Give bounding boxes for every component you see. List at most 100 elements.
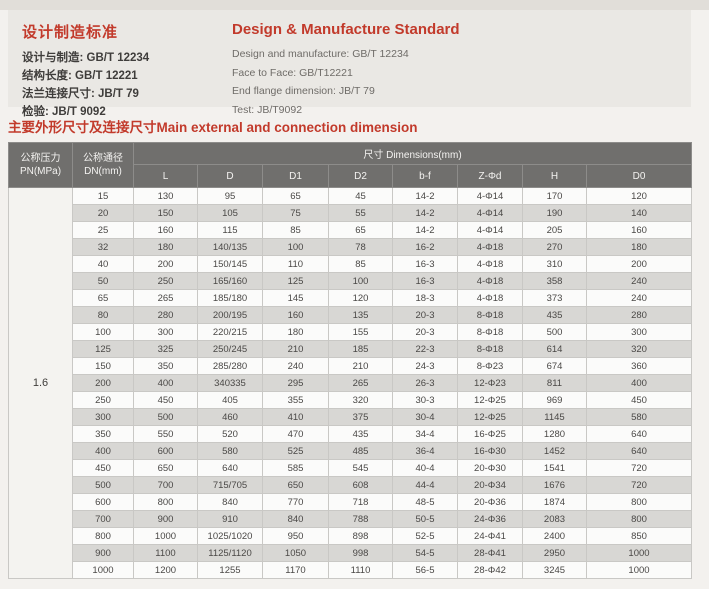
dim-cell: 78 [328, 238, 393, 256]
dn-cell: 200 [72, 374, 134, 392]
dim-cell: 30-3 [392, 391, 458, 409]
dim-cell: 470 [262, 425, 329, 443]
dim-cell: 45 [328, 187, 393, 205]
dim-cell: 170 [522, 187, 587, 205]
dim-cell: 770 [262, 493, 329, 511]
dim-cell: 14-2 [392, 221, 458, 239]
dim-cell: 4-Φ18 [457, 255, 523, 273]
dim-cell: 608 [328, 476, 393, 494]
dim-cell: 24-Φ36 [457, 510, 523, 528]
dim-cell: 355 [262, 391, 329, 409]
dim-cell: 14-2 [392, 187, 458, 205]
table-row: 800 1000 1025/1020 950 898 52-5 24-Φ41 2400 850 [9, 527, 692, 545]
dim-cell: 140/135 [197, 238, 263, 256]
dim-cell: 410 [262, 408, 329, 426]
dim-cell: 12-Φ25 [457, 408, 523, 426]
dim-cell: 20-Φ36 [457, 493, 523, 511]
dim-cell: 400 [586, 374, 692, 392]
dn-cell: 1000 [72, 561, 134, 579]
col-header-D1: D1 [262, 164, 329, 188]
dim-cell: 485 [328, 442, 393, 460]
dn-cell: 20 [72, 204, 134, 222]
col-header-D0: D0 [586, 164, 692, 188]
standards-block-zh: 设计制造标准 设计与制造: GB/T 12234 结构长度: GB/T 1222… [22, 21, 228, 118]
dn-cell: 450 [72, 459, 134, 477]
dim-cell: 85 [328, 255, 393, 273]
dim-cell: 280 [586, 306, 692, 324]
dim-cell: 340335 [197, 374, 263, 392]
dim-cell: 8-Φ23 [457, 357, 523, 375]
dim-cell: 8-Φ18 [457, 323, 523, 341]
dim-cell: 325 [133, 340, 198, 358]
dn-cell: 700 [72, 510, 134, 528]
dim-cell: 120 [328, 289, 393, 307]
dim-cell: 16-3 [392, 272, 458, 290]
pn-header-line2: PN(MPa) [19, 166, 62, 177]
col-header-L: L [133, 164, 198, 188]
dim-cell: 1280 [522, 425, 587, 443]
dim-cell: 1874 [522, 493, 587, 511]
dn-header-line1: 公称通径 [83, 153, 123, 164]
dim-cell: 160 [262, 306, 329, 324]
pn-column-header: 公称压力 PN(MPa) [8, 142, 73, 188]
dim-cell: 2083 [522, 510, 587, 528]
dim-cell: 18-3 [392, 289, 458, 307]
dim-cell: 205 [522, 221, 587, 239]
table-row: 125 325 250/245 210 185 22-3 8-Φ18 614 320 [9, 340, 692, 358]
table-header: 公称压力 PN(MPa) 公称通径 DN(mm) 尺寸 Dimensions(m… [8, 142, 692, 188]
dim-cell: 56-5 [392, 561, 458, 579]
table-row: 200 400 340335 295 265 26-3 12-Φ23 811 400 [9, 374, 692, 392]
table-row: 600 800 840 770 718 48-5 20-Φ36 1874 800 [9, 493, 692, 511]
dim-cell: 85 [262, 221, 329, 239]
standards-block-en: Design & Manufacture Standard Design and… [228, 21, 691, 116]
dim-cell: 1200 [133, 561, 198, 579]
table-row: 100 300 220/215 180 155 20-3 8-Φ18 500 300 [9, 323, 692, 341]
dim-cell: 4-Φ14 [457, 221, 523, 239]
dim-cell: 1145 [522, 408, 587, 426]
dim-cell: 4-Φ18 [457, 289, 523, 307]
table-row: 150 350 285/280 240 210 24-3 8-Φ23 674 360 [9, 357, 692, 375]
dim-cell: 840 [197, 493, 263, 511]
dim-cell: 4-Φ18 [457, 272, 523, 290]
dim-cell: 180 [262, 323, 329, 341]
dim-cell: 358 [522, 272, 587, 290]
dn-cell: 400 [72, 442, 134, 460]
dim-cell: 450 [133, 391, 198, 409]
dim-cell: 16-Φ25 [457, 425, 523, 443]
table-row: 450 650 640 585 545 40-4 20-Φ30 1541 720 [9, 459, 692, 477]
dn-cell: 150 [72, 357, 134, 375]
dim-cell: 500 [522, 323, 587, 341]
table-row: 80 280 200/195 160 135 20-3 8-Φ18 435 280 [9, 306, 692, 324]
dim-cell: 65 [328, 221, 393, 239]
dim-cell: 65 [262, 187, 329, 205]
dim-cell: 840 [262, 510, 329, 528]
dim-cell: 310 [522, 255, 587, 273]
dim-cell: 115 [197, 221, 263, 239]
dim-cell: 95 [197, 187, 263, 205]
dim-cell: 788 [328, 510, 393, 528]
dim-cell: 435 [522, 306, 587, 324]
dimensions-span-header: 尺寸 Dimensions(mm) [133, 142, 692, 165]
standard-line-test-zh: 检验: JB/T 9092 [22, 106, 106, 118]
dn-cell: 25 [72, 221, 134, 239]
dim-cell: 700 [133, 476, 198, 494]
dim-cell: 75 [262, 204, 329, 222]
dim-cell: 580 [586, 408, 692, 426]
dim-cell: 969 [522, 391, 587, 409]
dim-cell: 300 [586, 323, 692, 341]
dim-cell: 20-Φ34 [457, 476, 523, 494]
dim-cell: 210 [328, 357, 393, 375]
dim-cell: 52-5 [392, 527, 458, 545]
pn-value-cell: 1.6 [8, 187, 73, 579]
dim-cell: 185 [328, 340, 393, 358]
table-row: 500 700 715/705 650 608 44-4 20-Φ34 1676 720 [9, 476, 692, 494]
dim-cell: 110 [262, 255, 329, 273]
table-row: 700 900 910 840 788 50-5 24-Φ36 2083 800 [9, 510, 692, 528]
dim-cell: 1000 [586, 561, 692, 579]
dim-cell: 145 [262, 289, 329, 307]
dn-column-header: 公称通径 DN(mm) [72, 142, 134, 188]
dim-cell: 1110 [328, 561, 393, 579]
dim-cell: 800 [586, 510, 692, 528]
col-header-Z-Phi-d: Z-Φd [457, 164, 523, 188]
